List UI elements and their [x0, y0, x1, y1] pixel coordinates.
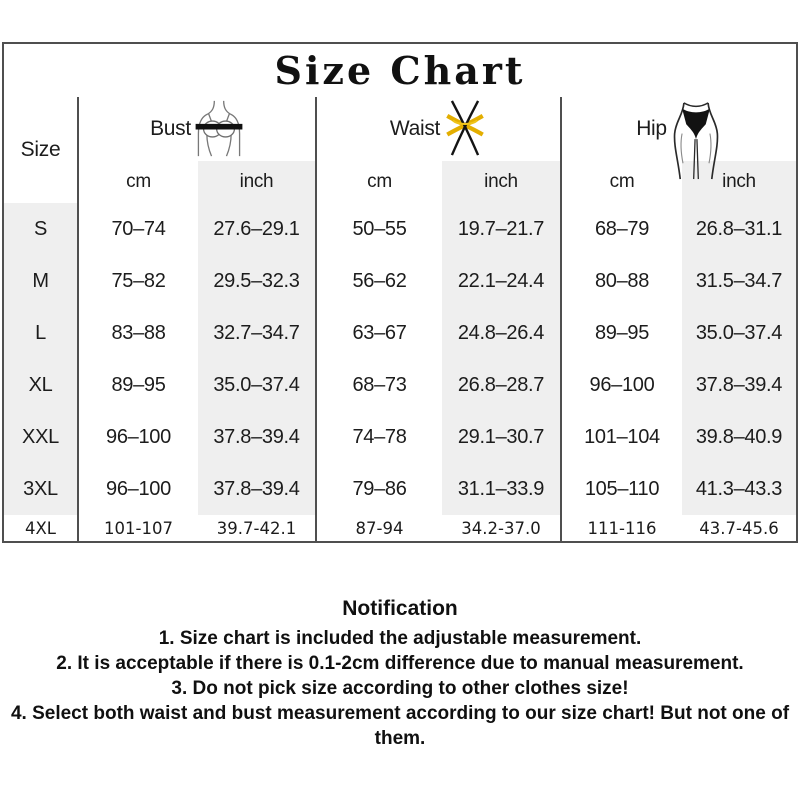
- waist-cm-cell: 63–67: [352, 321, 407, 344]
- bust-inch-cell: 39.7-42.1: [198, 515, 317, 541]
- hip-inch-cell: 37.8–39.4: [682, 359, 796, 411]
- size-table: Size Bust Waist: [2, 97, 798, 543]
- waist-inch-cell: 31.1–33.9: [442, 463, 562, 515]
- bust-cm-header: cm: [126, 171, 151, 192]
- title-box: Size Chart: [2, 42, 798, 99]
- waist-inch-cell: 26.8–28.7: [442, 359, 562, 411]
- hip-cm-cell: 105–110: [584, 477, 660, 500]
- waist-inch-cell: 24.8–26.4: [442, 307, 562, 359]
- waist-cm-cell: 79–86: [352, 477, 407, 500]
- size-cell: 3XL: [4, 463, 79, 515]
- bust-inch-header: inch: [198, 161, 317, 203]
- notification-item: 2. It is acceptable if there is 0.1-2cm …: [56, 653, 744, 674]
- bust-inch-cell: 29.5–32.3: [198, 255, 317, 307]
- bust-cm-cell: 96–100: [106, 477, 171, 500]
- bust-cm-cell: 75–82: [111, 269, 166, 292]
- waist-icon: [446, 100, 484, 156]
- size-column-header: Size: [4, 97, 79, 203]
- bust-inch-cell: 27.6–29.1: [198, 203, 317, 255]
- waist-label: Waist: [389, 117, 441, 140]
- hip-cm-header: cm: [609, 171, 635, 192]
- waist-group-header: Waist: [317, 97, 562, 161]
- hip-cm-cell: 96–100: [589, 373, 655, 396]
- waist-inch-cell: 34.2-37.0: [442, 515, 562, 541]
- bust-inch-cell: 32.7–34.7: [198, 307, 317, 359]
- hip-inch-cell: 43.7-45.6: [699, 518, 779, 538]
- size-cell: M: [4, 255, 79, 307]
- bust-inch-cell: 35.0–37.4: [198, 359, 317, 411]
- hip-cm-cell: 89–95: [594, 321, 650, 344]
- waist-inch-header: inch: [442, 161, 562, 203]
- waist-cm-header: cm: [367, 171, 392, 192]
- waist-cm-cell: 50–55: [352, 217, 407, 240]
- hip-inch-header: inch: [682, 161, 796, 203]
- page-title: Size Chart: [274, 48, 526, 93]
- bust-icon: [195, 100, 243, 157]
- waist-cm-cell: 74–78: [352, 425, 407, 448]
- hip-inch-cell: 26.8–31.1: [682, 203, 796, 255]
- notification-item: 1. Size chart is included the adjustable…: [158, 628, 642, 649]
- notification-section: Notification 1. Size chart is included t…: [0, 597, 800, 751]
- notification-title: Notification: [342, 597, 458, 620]
- bust-label: Bust: [150, 117, 191, 140]
- hip-cm-cell: 80–88: [594, 269, 650, 292]
- bust-inch-cell: 37.8–39.4: [198, 463, 317, 515]
- size-cell: S: [4, 203, 79, 255]
- waist-cm-cell: 56–62: [352, 269, 407, 292]
- waist-inch-cell: 22.1–24.4: [442, 255, 562, 307]
- hip-group-header: Hip: [562, 97, 796, 180]
- waist-cm-cell: 68–73: [352, 373, 407, 396]
- hip-icon: [673, 102, 719, 180]
- size-cell: XXL: [4, 411, 79, 463]
- bust-group-header: Bust: [79, 97, 317, 161]
- bust-cm-cell: 96–100: [106, 425, 171, 448]
- bust-cm-cell: 89–95: [111, 373, 166, 396]
- hip-cm-cell: 68–79: [594, 217, 650, 240]
- bust-cm-cell: 70–74: [111, 217, 166, 240]
- waist-inch-cell: 29.1–30.7: [442, 411, 562, 463]
- waist-cm-cell: 87-94: [355, 518, 404, 538]
- waist-inch-cell: 19.7–21.7: [442, 203, 562, 255]
- size-cell: L: [4, 307, 79, 359]
- size-cell: XL: [4, 359, 79, 411]
- bust-cm-cell: 83–88: [111, 321, 166, 344]
- notification-item: 3. Do not pick size according to other c…: [171, 678, 629, 699]
- hip-inch-cell: 31.5–34.7: [682, 255, 796, 307]
- hip-cm-cell: 111-116: [587, 518, 657, 538]
- notification-item: 4. Select both waist and bust measuremen…: [10, 703, 790, 749]
- bust-inch-cell: 37.8–39.4: [198, 411, 317, 463]
- hip-inch-cell: 39.8–40.9: [682, 411, 796, 463]
- bust-cm-cell: 101-107: [104, 518, 173, 538]
- size-cell: 4XL: [4, 515, 79, 541]
- hip-inch-cell: 41.3–43.3: [682, 463, 796, 515]
- hip-label: Hip: [636, 117, 667, 140]
- hip-inch-cell: 35.0–37.4: [682, 307, 796, 359]
- hip-cm-cell: 101–104: [584, 425, 660, 448]
